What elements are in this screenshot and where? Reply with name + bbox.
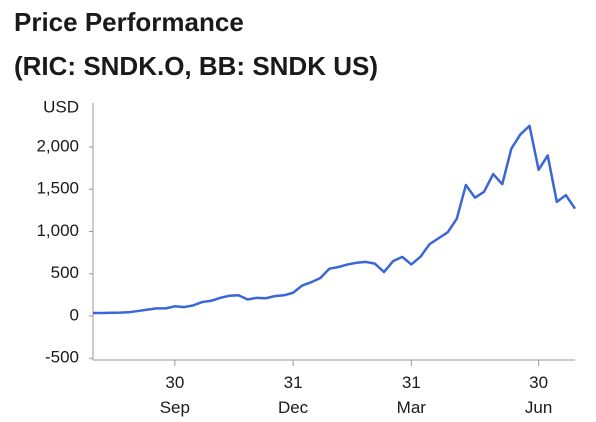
x-tick-label: 31 Mar	[397, 373, 427, 417]
price-line	[92, 124, 577, 315]
y-axis-label: USD	[43, 97, 79, 116]
y-tick-label: 500	[51, 263, 79, 282]
y-tick-label: 1,500	[36, 179, 79, 198]
x-tick-label: 30 Jun	[525, 373, 552, 417]
x-tick-label: 31 Dec	[278, 373, 309, 417]
chart-title: (RIC: SNDK.O, BB: SNDK US)	[14, 51, 378, 81]
y-tick-label: 2,000	[36, 136, 79, 155]
y-tick-label: 1,000	[36, 221, 79, 240]
chart-title: Price Performance	[14, 7, 244, 37]
x-tick-label: 30 Sep	[160, 373, 190, 417]
y-tick-label: -500	[45, 348, 79, 367]
y-tick-label: 0	[70, 305, 79, 324]
